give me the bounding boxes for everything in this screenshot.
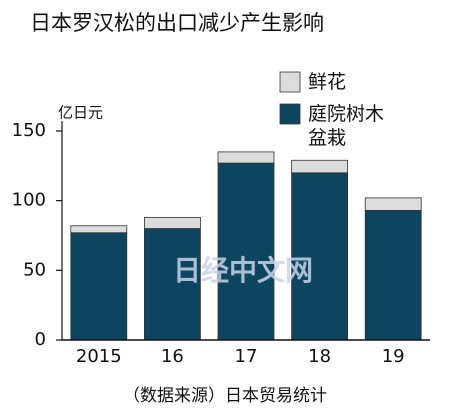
bar-segment xyxy=(364,210,422,341)
legend-label: 鲜花 xyxy=(308,71,347,93)
y-tick-label: 50 xyxy=(23,259,46,280)
bar-segment xyxy=(217,162,275,341)
chart-title: 日本罗汉松的出口减少产生影响 xyxy=(30,11,324,35)
x-tick-label: 18 xyxy=(308,346,331,367)
legend-swatch xyxy=(279,103,301,125)
legend-swatch xyxy=(279,71,301,93)
y-tick-label: 0 xyxy=(35,329,46,350)
x-tick-label: 2015 xyxy=(76,346,122,367)
watermark: 日经中文网 xyxy=(173,254,313,287)
x-tick-label: 16 xyxy=(161,346,184,367)
y-tick-label: 100 xyxy=(12,190,46,211)
y-tick-label: 150 xyxy=(12,120,46,141)
source: （数据来源）日本贸易统计 xyxy=(123,386,327,406)
bar-segment xyxy=(217,151,275,164)
bar-segment xyxy=(291,159,349,174)
legend-label: 庭院树木盆栽 xyxy=(308,103,385,149)
x-tick-label: 19 xyxy=(382,346,405,367)
bar-segment xyxy=(364,197,422,211)
x-tick-label: 17 xyxy=(235,346,258,367)
bar-segment xyxy=(70,232,128,341)
bar-segment xyxy=(143,216,201,229)
y-axis-label: 亿日元 xyxy=(58,104,103,122)
bar-segment xyxy=(70,225,128,234)
bar-segment xyxy=(143,228,201,341)
